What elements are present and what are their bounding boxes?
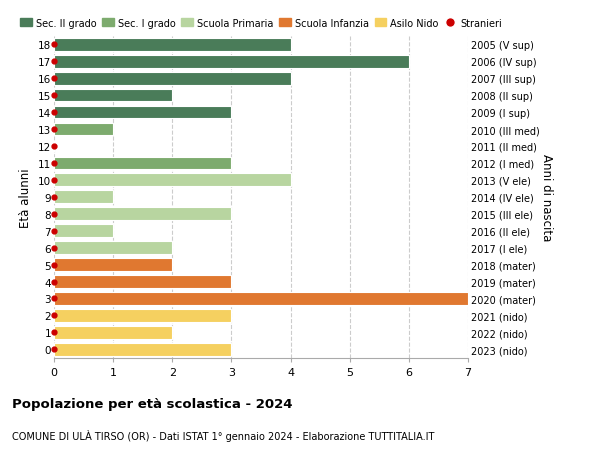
Bar bbox=[54, 157, 232, 170]
Bar bbox=[54, 39, 290, 51]
Bar bbox=[54, 259, 172, 271]
Bar bbox=[54, 174, 290, 187]
Bar bbox=[54, 225, 113, 237]
Bar bbox=[54, 326, 172, 339]
Legend: Sec. II grado, Sec. I grado, Scuola Primaria, Scuola Infanzia, Asilo Nido, Stran: Sec. II grado, Sec. I grado, Scuola Prim… bbox=[20, 19, 502, 28]
Bar bbox=[54, 123, 113, 136]
Bar bbox=[54, 208, 232, 221]
Bar bbox=[54, 56, 409, 68]
Bar bbox=[54, 242, 172, 254]
Bar bbox=[54, 90, 172, 102]
Y-axis label: Età alunni: Età alunni bbox=[19, 168, 32, 227]
Bar bbox=[54, 292, 468, 305]
Bar bbox=[54, 343, 232, 356]
Bar bbox=[54, 309, 232, 322]
Bar bbox=[54, 275, 232, 288]
Text: COMUNE DI ULÀ TIRSO (OR) - Dati ISTAT 1° gennaio 2024 - Elaborazione TUTTITALIA.: COMUNE DI ULÀ TIRSO (OR) - Dati ISTAT 1°… bbox=[12, 429, 434, 441]
Bar bbox=[54, 191, 113, 204]
Bar bbox=[54, 73, 290, 85]
Text: Popolazione per età scolastica - 2024: Popolazione per età scolastica - 2024 bbox=[12, 397, 293, 410]
Y-axis label: Anni di nascita: Anni di nascita bbox=[541, 154, 553, 241]
Bar bbox=[54, 106, 232, 119]
